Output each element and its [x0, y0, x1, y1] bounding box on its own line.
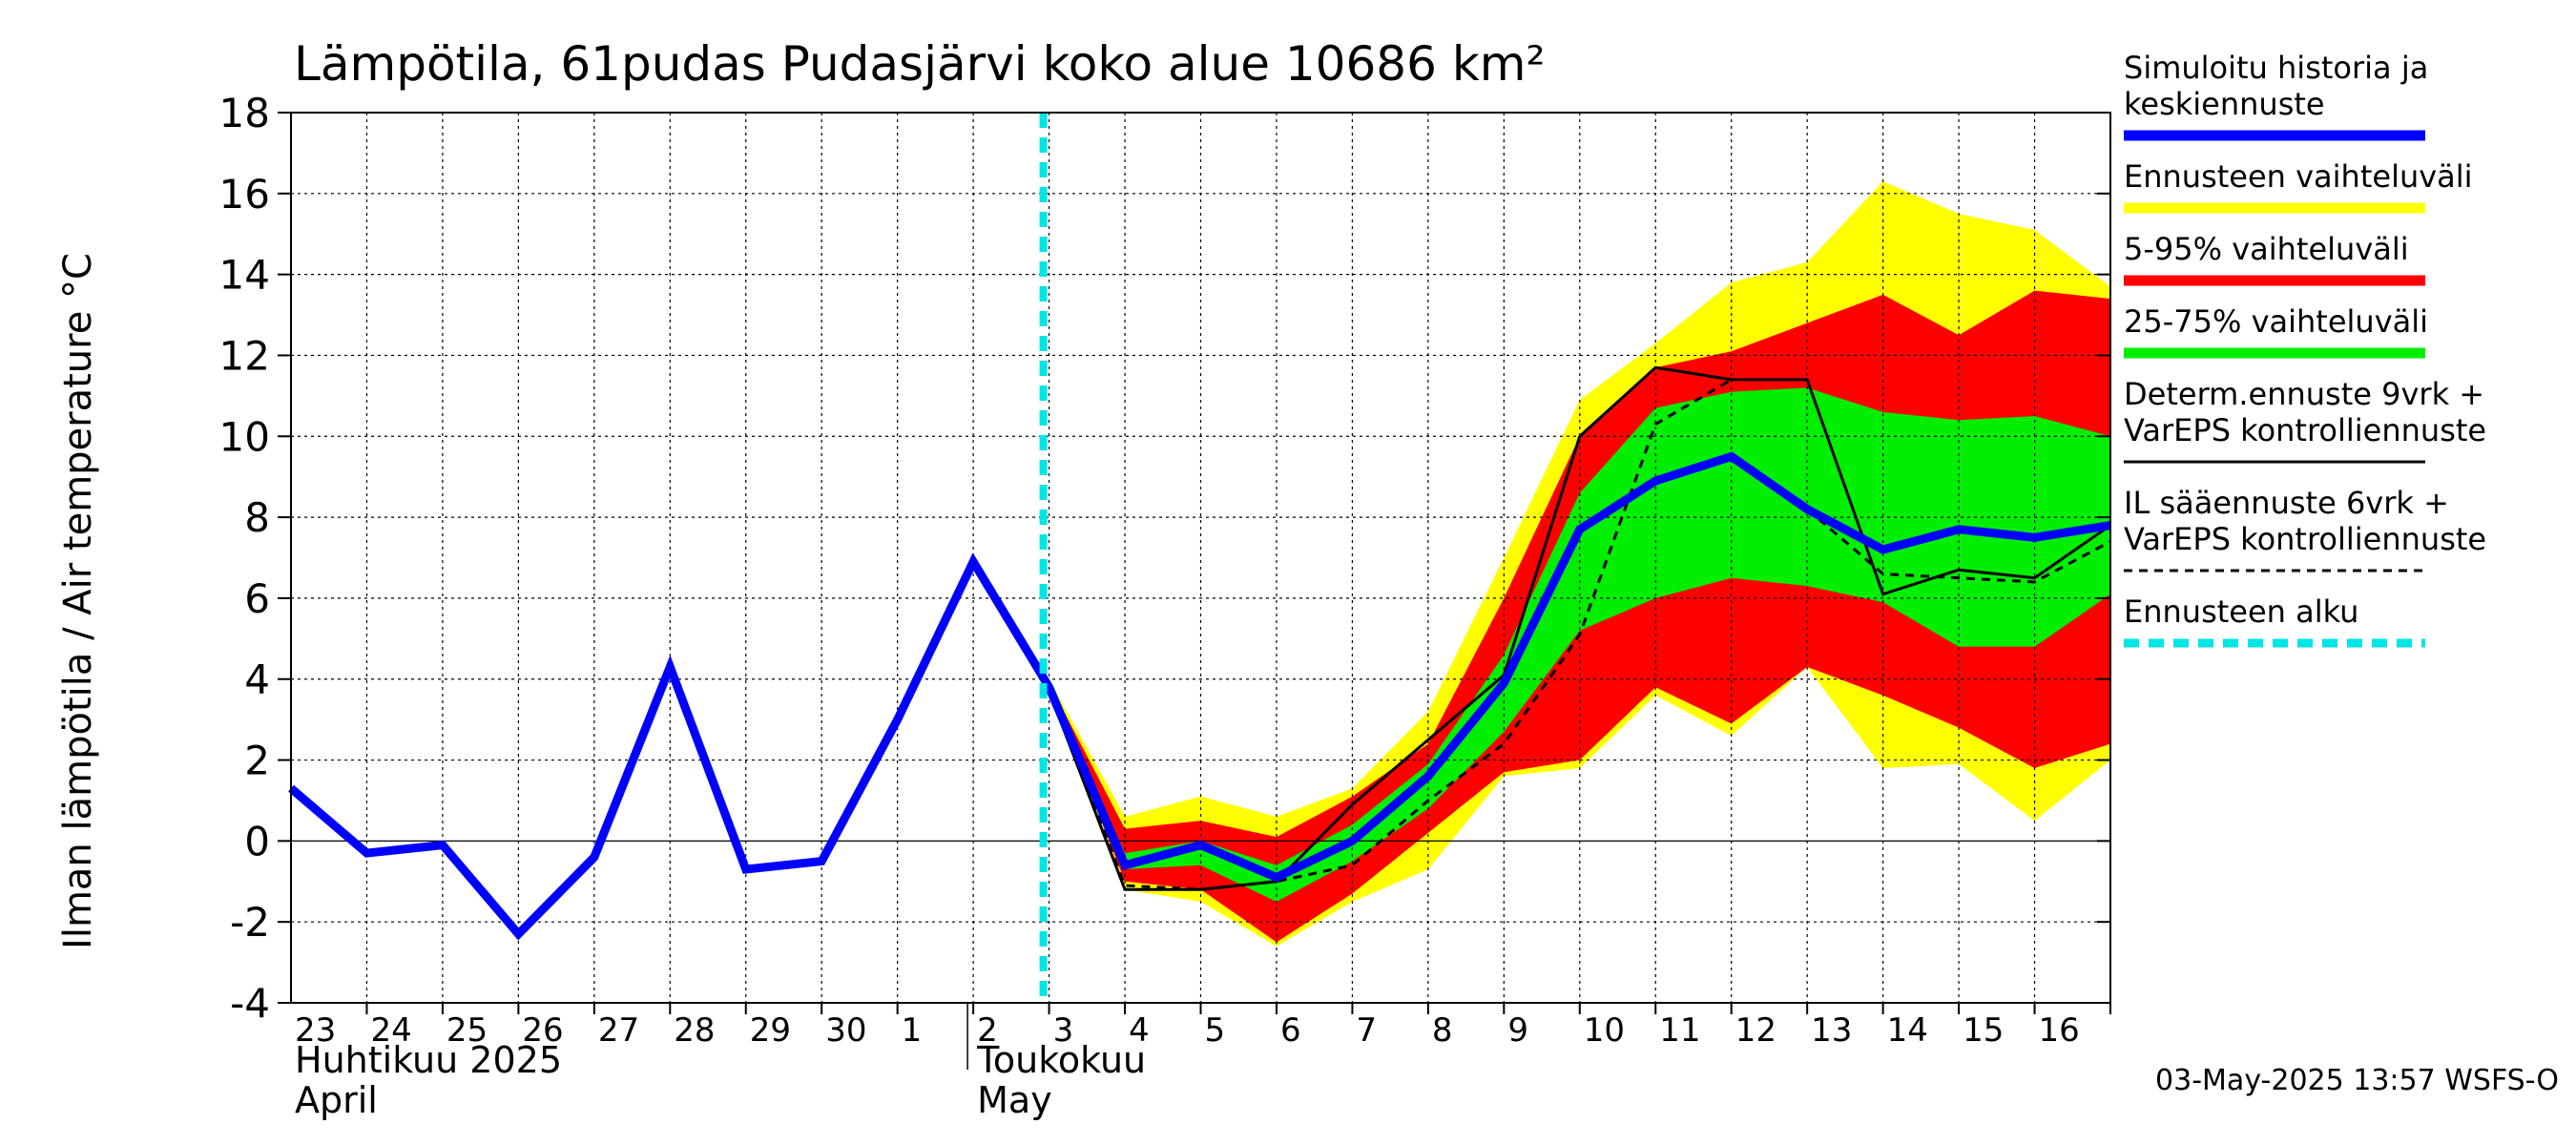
legend-label: Ennusteen vaihteluväli — [2124, 158, 2473, 195]
grid-lines — [291, 113, 2110, 1003]
y-tick-label: 0 — [244, 818, 270, 864]
y-tick-label: 2 — [244, 738, 270, 784]
legend-label: Determ.ennuste 9vrk + — [2124, 376, 2484, 412]
x-tick-label: 24 — [370, 1011, 411, 1050]
x-tick-label: 6 — [1280, 1011, 1301, 1050]
month-label-fi: Toukokuu — [976, 1039, 1146, 1081]
forecast-bands — [973, 181, 2110, 947]
history-mean-line — [288, 451, 2111, 941]
footer-timestamp: 03-May-2025 13:57 WSFS-O — [2155, 1064, 2559, 1097]
x-tick-label: 1 — [902, 1011, 923, 1050]
legend-label: VarEPS kontrolliennuste — [2124, 521, 2486, 557]
y-axis-label: Ilman lämpötila / Air temperature °C — [56, 253, 100, 949]
x-tick-label: 8 — [1432, 1011, 1453, 1050]
y-tick-label: 6 — [244, 575, 270, 622]
x-tick-label: 2 — [977, 1011, 998, 1050]
legend-label: IL sääennuste 6vrk + — [2124, 485, 2449, 521]
legend-label: VarEPS kontrolliennuste — [2124, 412, 2486, 448]
legend-label: keskiennuste — [2124, 86, 2325, 122]
series-lines — [288, 113, 2111, 1003]
x-tick-label: 11 — [1659, 1011, 1700, 1050]
x-tick-label: 5 — [1205, 1011, 1226, 1050]
x-tick-label: 3 — [1053, 1011, 1074, 1050]
chart-title: Lämpötila, 61pudas Pudasjärvi koko alue … — [294, 36, 1546, 92]
x-tick-label: 10 — [1584, 1011, 1625, 1050]
y-tick-label: -4 — [230, 980, 270, 1027]
y-tick-label: 18 — [219, 90, 270, 136]
y-tick-label: 8 — [244, 494, 270, 541]
x-tick-label: 27 — [598, 1011, 639, 1050]
x-tick-label: 4 — [1129, 1011, 1150, 1050]
x-tick-label: 14 — [1887, 1011, 1928, 1050]
x-tick-label: 9 — [1507, 1011, 1528, 1050]
y-tick-label: 14 — [219, 252, 270, 299]
x-tick-label: 25 — [447, 1011, 488, 1050]
legend-label: Simuloitu historia ja — [2124, 50, 2428, 86]
y-tick-label: 10 — [219, 413, 270, 460]
x-tick-label: 30 — [825, 1011, 866, 1050]
x-tick-label: 23 — [295, 1011, 336, 1050]
x-tick-label: 26 — [522, 1011, 563, 1050]
x-tick-label: 15 — [1963, 1011, 2004, 1050]
x-tick-label: 12 — [1735, 1011, 1776, 1050]
y-tick-label: 12 — [219, 332, 270, 379]
legend-label: Ennusteen alku — [2124, 593, 2358, 630]
il-forecast-line-2 — [1806, 508, 2111, 584]
month-label-fi: Huhtikuu 2025 — [295, 1039, 562, 1081]
x-tick-label: 29 — [750, 1011, 791, 1050]
y-tick-label: 4 — [244, 656, 270, 703]
determ-forecast-line — [971, 365, 2111, 891]
x-tick-label: 13 — [1811, 1011, 1852, 1050]
y-tick-label: -2 — [230, 899, 270, 946]
month-label-en: April — [295, 1079, 378, 1121]
x-tick-label: 16 — [2039, 1011, 2080, 1050]
il-forecast-line — [1048, 378, 1733, 891]
legend-label: 25-75% vaihteluväli — [2124, 303, 2428, 340]
x-tick-label: 28 — [674, 1011, 715, 1050]
y-tick-label: 16 — [219, 171, 270, 218]
legend-label: 5-95% vaihteluväli — [2124, 231, 2409, 267]
x-tick-label: 7 — [1356, 1011, 1377, 1050]
month-label-en: May — [977, 1079, 1052, 1121]
